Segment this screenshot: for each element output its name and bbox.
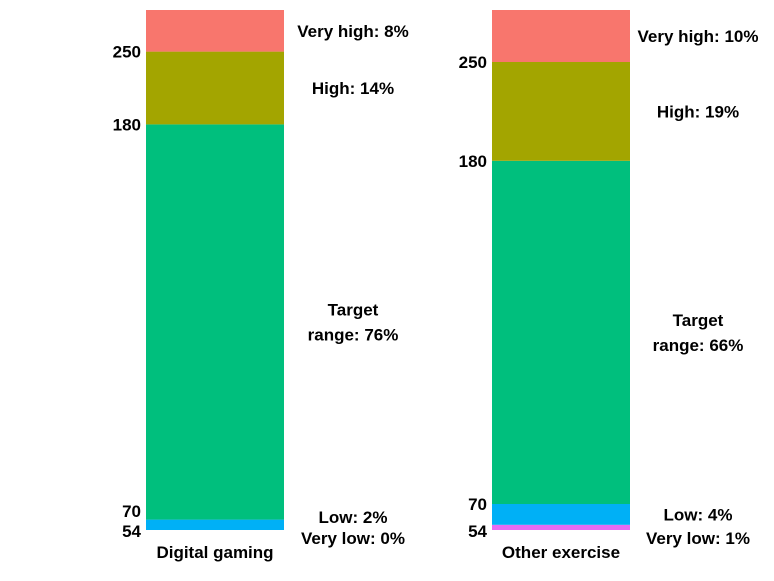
segment-label-other-exercise-very-low: Very low: 1% <box>646 529 750 548</box>
tick-label-digital-gaming-180: 180 <box>113 115 141 134</box>
tick-label-other-exercise-70: 70 <box>468 495 487 514</box>
segment-label-digital-gaming-high: High: 14% <box>312 79 394 98</box>
segment-label-other-exercise-high: High: 19% <box>657 102 739 121</box>
segment-label-line: High: 14% <box>312 79 394 98</box>
segment-label-line: range: 76% <box>308 326 399 345</box>
segment-label-digital-gaming-very-high: Very high: 8% <box>297 22 408 41</box>
segment-label-other-exercise-very-high: Very high: 10% <box>638 27 759 46</box>
category-label-digital-gaming: Digital gaming <box>156 543 273 562</box>
bar-segment-digital-gaming-low <box>146 519 284 530</box>
segment-label-line: Low: 4% <box>664 505 733 524</box>
segment-label-line: Very high: 8% <box>297 22 408 41</box>
segment-label-line: Very low: 0% <box>301 529 405 548</box>
category-label-other-exercise: Other exercise <box>502 543 620 562</box>
bars-layer <box>146 10 630 530</box>
bar-segment-other-exercise-high <box>492 62 630 161</box>
segment-label-line: Target <box>328 301 379 320</box>
segment-labels: Very low: 0% Low: 2% Target range: 76% High:… <box>297 22 758 548</box>
tick-label-digital-gaming-54: 54 <box>122 522 141 541</box>
bar-segment-other-exercise-very-low <box>492 524 630 530</box>
tick-label-digital-gaming-70: 70 <box>122 502 141 521</box>
bar-segment-digital-gaming-very-high <box>146 10 284 52</box>
tick-label-other-exercise-180: 180 <box>459 152 487 171</box>
segment-label-digital-gaming-low: Low: 2% <box>319 508 388 527</box>
segment-label-line: High: 19% <box>657 102 739 121</box>
segment-label-digital-gaming-very-low: Very low: 0% <box>301 529 405 548</box>
tick-label-digital-gaming-250: 250 <box>113 43 141 62</box>
bar-segment-other-exercise-low <box>492 504 630 525</box>
tick-label-other-exercise-250: 250 <box>459 53 487 72</box>
segment-label-other-exercise-low: Low: 4% <box>664 505 733 524</box>
segment-label-line: Low: 2% <box>319 508 388 527</box>
tick-label-other-exercise-54: 54 <box>468 522 487 541</box>
segment-label-line: Target <box>673 311 724 330</box>
category-labels: Digital gaming Other exercise <box>156 543 620 562</box>
segment-label-line: Very high: 10% <box>638 27 759 46</box>
segment-label-line: range: 66% <box>653 336 744 355</box>
bar-segment-digital-gaming-target-range <box>146 124 284 520</box>
bar-segment-digital-gaming-high <box>146 51 284 125</box>
segment-label-digital-gaming-target-range: Target range: 76% <box>308 301 399 345</box>
segment-label-other-exercise-target-range: Target range: 66% <box>653 311 744 355</box>
bar-segment-other-exercise-target-range <box>492 160 630 505</box>
segment-label-line: Very low: 1% <box>646 529 750 548</box>
bar-segment-other-exercise-very-high <box>492 10 630 62</box>
